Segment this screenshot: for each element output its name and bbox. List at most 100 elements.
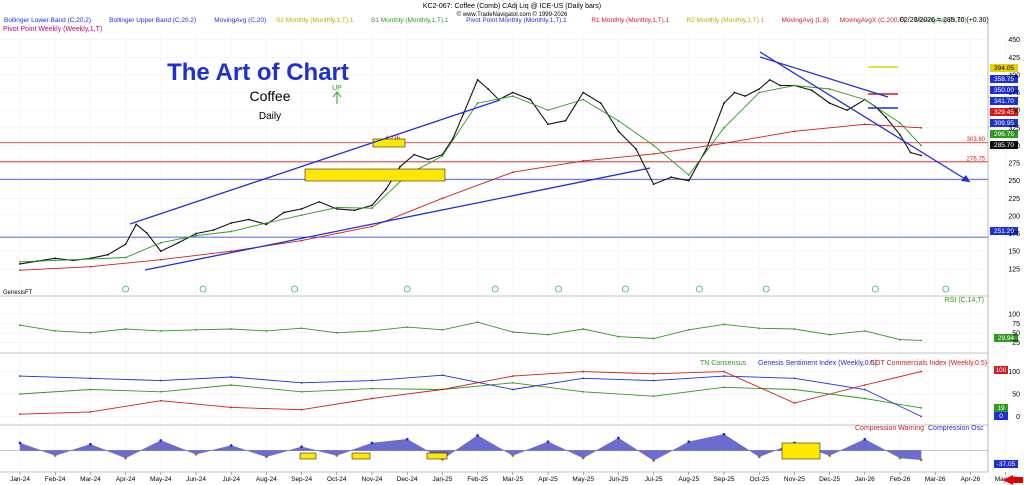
price-data-point (107, 253, 109, 256)
x-tick-label: Oct-25 (749, 476, 769, 483)
price-data-point (54, 259, 57, 262)
legend-tn-consensus: TN Consensus (700, 360, 747, 367)
price-data-point (265, 223, 268, 226)
price-series-line (19, 78, 922, 265)
price-data-point (529, 98, 532, 101)
price-data-point (353, 209, 356, 212)
sentiment-data-point (230, 384, 233, 386)
sentiment-data-point (723, 370, 725, 373)
price-data-point (487, 88, 490, 90)
sentiment-data-point (793, 377, 796, 380)
rsi-data-point (863, 330, 866, 332)
genesis-signal-icon (695, 285, 703, 293)
sentiment-data-point (159, 390, 162, 393)
up-arrow-icon (332, 91, 342, 104)
x-tick-label: Feb-24 (45, 476, 66, 483)
price-data-point (318, 200, 321, 203)
price-data-point (230, 222, 233, 224)
price-badge-label: 350.00 (994, 87, 1014, 94)
sentiment-data-point (371, 387, 373, 390)
legend-entry: MovingAvg (C,20) (214, 17, 266, 24)
sentiment-data-point (920, 415, 923, 418)
price-badge-label: 394.05 (994, 65, 1014, 72)
price-badge-label: 358.75 (994, 76, 1014, 83)
y-tick-label: 50 (1012, 392, 1020, 399)
x-tick-label: Jan-25 (432, 476, 452, 483)
compression-warning-box (781, 442, 821, 460)
x-tick-label: Jan-26 (855, 476, 875, 483)
price-data-point (899, 133, 901, 136)
price-data-point (511, 91, 514, 94)
y-tick-label: 175 (1008, 231, 1020, 238)
sentiment-data-point (19, 393, 21, 395)
price-data-point (300, 214, 303, 217)
sentiment-value-label: 19 (997, 405, 1005, 412)
price-badge-label: 296.75 (994, 131, 1014, 138)
y-tick-label: 200 (1008, 213, 1020, 220)
price-data-point (779, 84, 782, 87)
sentiment-data-point (19, 375, 21, 377)
compression-osc-point (617, 436, 620, 440)
rsi-data-point (723, 323, 725, 326)
legend-entry: MovingAvgX (C,200,F) (840, 17, 906, 24)
scroll-left-icon[interactable] (1003, 475, 1013, 485)
x-tick-label: Jan-24 (10, 476, 30, 483)
price-data-point (909, 151, 912, 154)
price-data-point (335, 206, 338, 209)
genesis-ft-label: GenesisFT (3, 290, 33, 296)
legend-entry: MovingAvg (H,10) (915, 17, 967, 24)
y-tick-label: 450 (1008, 37, 1020, 44)
legend-entry: Pivot Point Monthly (Monthly,1,T).1 (466, 17, 567, 24)
price-data-point (300, 239, 303, 242)
rsi-data-point (652, 337, 655, 340)
highlight-zone-large (304, 168, 446, 182)
price-data-point (19, 260, 21, 263)
sentiment-value-label: 0 (999, 413, 1003, 420)
compression-osc-point (863, 437, 867, 441)
rsi-data-point (300, 327, 303, 330)
price-data-point (617, 130, 620, 133)
price-badge (990, 86, 1018, 94)
genesis-signal-icon (491, 285, 499, 293)
price-data-point (177, 241, 180, 244)
rsi-data-point (920, 339, 923, 342)
y-tick-label: 300 (1008, 143, 1020, 150)
sentiment-data-point (159, 399, 162, 402)
x-tick-label: Apr-24 (116, 476, 136, 483)
sentiment-data-point (723, 375, 725, 377)
x-tick-label: Jul-25 (645, 476, 663, 483)
highlight-zone-small (372, 138, 406, 148)
price-data-point (670, 176, 673, 179)
compression-osc-point (300, 445, 303, 449)
sentiment-data-point (230, 406, 233, 409)
genesis-signal-icon (622, 285, 629, 293)
price-data-point (617, 119, 620, 122)
price-data-point (230, 250, 233, 253)
sentiment-data-point (511, 381, 514, 384)
price-data-point (547, 109, 549, 112)
price-badge (990, 75, 1018, 83)
price-data-point (385, 188, 387, 191)
x-tick-label: Oct-24 (327, 476, 347, 483)
rsi-data-point (441, 328, 444, 331)
sentiment-data-point (863, 384, 866, 386)
scroll-left-button[interactable] (1013, 477, 1023, 483)
price-data-point (582, 98, 585, 101)
instrument-name: Coffee (250, 88, 291, 104)
rsi-data-point (758, 327, 761, 330)
price-data-point (846, 109, 849, 112)
price-data-point (564, 119, 567, 122)
symbol-line: KC2-067: Coffee (Comb) CAdj Liq @ ICE-US… (423, 3, 601, 10)
price-data-point (124, 243, 127, 246)
price-data-point (511, 95, 514, 97)
compression-osc-point (53, 454, 57, 457)
price-data-point (652, 152, 655, 155)
price-data-point (582, 91, 585, 94)
compression-osc-point (919, 458, 923, 462)
sentiment-data-point (300, 381, 303, 384)
price-data-point (723, 142, 725, 145)
price-data-point (811, 89, 813, 92)
price-data-point (159, 258, 162, 261)
x-tick-label: Feb-25 (467, 476, 488, 483)
last-quote: 02/20/2026 = 285.70 (+0.30) (900, 17, 989, 24)
